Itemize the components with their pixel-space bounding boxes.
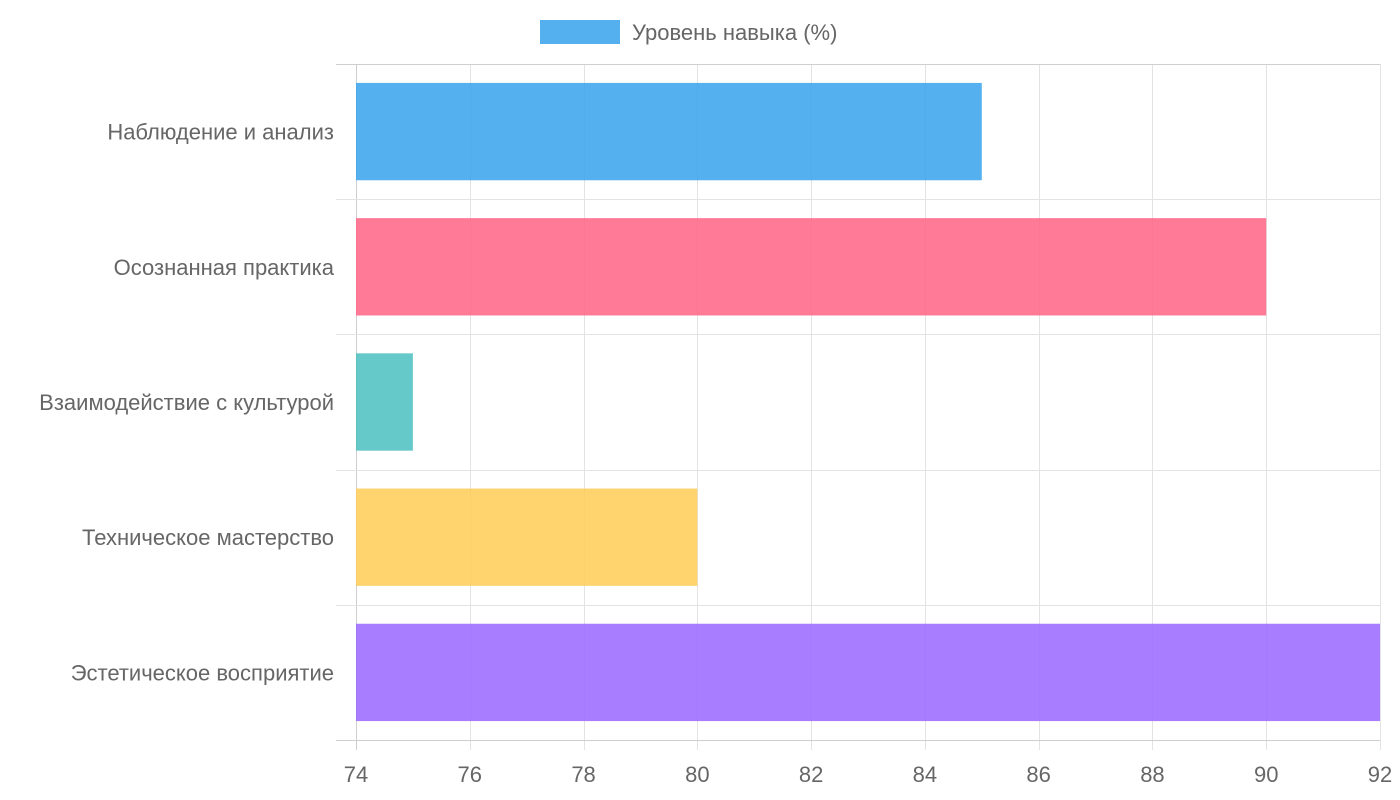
bar[interactable] [356, 489, 697, 586]
x-tick-label: 82 [799, 762, 823, 787]
category-label: Наблюдение и анализ [107, 120, 334, 145]
x-tick-label: 90 [1254, 762, 1278, 787]
x-tick-label: 86 [1026, 762, 1050, 787]
category-label: Эстетическое восприятие [71, 660, 334, 685]
x-tick-label: 74 [344, 762, 368, 787]
bars [356, 83, 1380, 721]
legend[interactable]: Уровень навыка (%) [540, 20, 837, 45]
x-tick-label: 76 [458, 762, 482, 787]
x-tick-label: 84 [913, 762, 937, 787]
bar[interactable] [356, 218, 1266, 315]
bar[interactable] [356, 83, 982, 180]
category-label: Взаимодействие с культурой [39, 390, 334, 415]
bar[interactable] [356, 624, 1380, 721]
x-tick-label: 88 [1140, 762, 1164, 787]
x-tick-label: 78 [571, 762, 595, 787]
bar[interactable] [356, 353, 413, 450]
category-label: Техническое мастерство [82, 525, 334, 550]
legend-swatch[interactable] [540, 20, 620, 44]
x-tick-label: 92 [1368, 762, 1392, 787]
x-tick-label: 80 [685, 762, 709, 787]
legend-label[interactable]: Уровень навыка (%) [632, 20, 837, 45]
category-label: Осознанная практика [114, 255, 335, 280]
